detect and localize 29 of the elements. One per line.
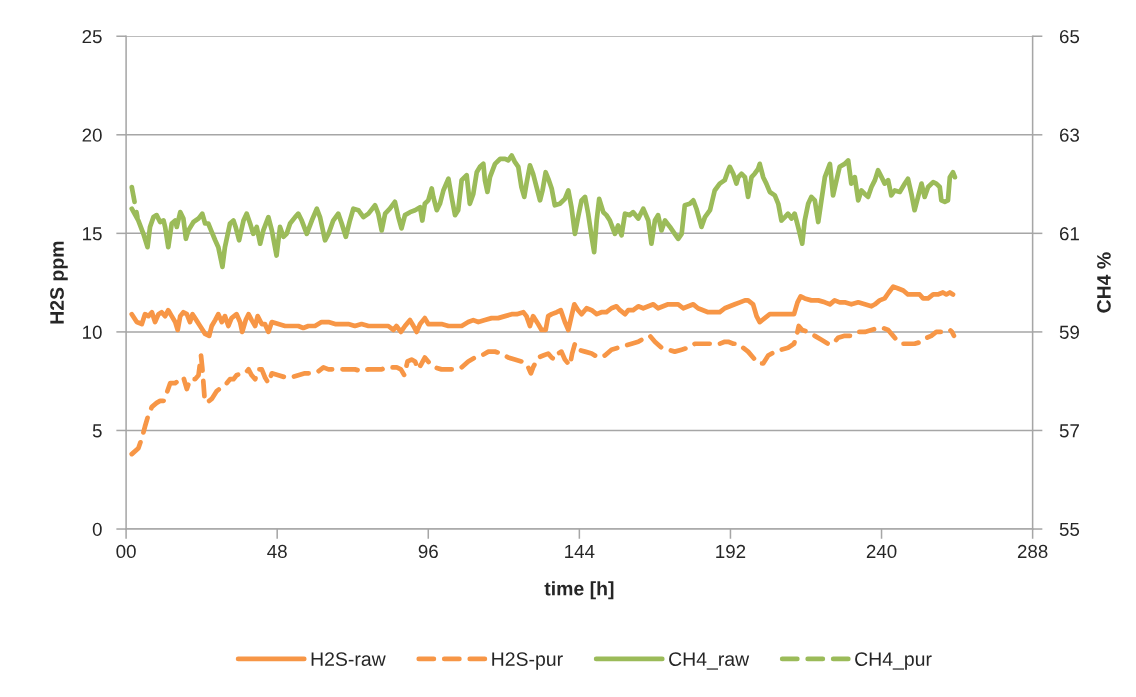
y-axis-title: H2S ppm	[50, 241, 68, 324]
legend-label: CH4_pur	[855, 652, 932, 670]
y-tick-label: 15	[83, 227, 102, 241]
line-series	[129, 323, 957, 457]
x-tick-label: 192	[716, 544, 746, 559]
y2-tick-label: 59	[1059, 325, 1079, 339]
line-series	[129, 284, 956, 339]
y-tick-label: 25	[82, 29, 102, 44]
y2-axis-title: CH4 %	[1097, 252, 1111, 313]
y-tick-label: 5	[92, 424, 102, 438]
y-tick-label: 20	[82, 128, 102, 142]
y-tick-label: 10	[83, 325, 102, 339]
line-series	[129, 153, 958, 270]
y2-tick-label: 57	[1059, 424, 1079, 438]
x-tick-label: 288	[1017, 544, 1048, 559]
legend-label: H2S-raw	[311, 652, 386, 666]
y2-tick-label: 55	[1059, 522, 1080, 536]
x-tick-label: 00	[116, 544, 136, 559]
legend-label: H2S-pur	[492, 652, 563, 670]
y2-tick-label: 63	[1059, 128, 1080, 142]
x-tick-label: 144	[565, 544, 595, 558]
x-axis-title: time [h]	[544, 581, 614, 600]
x-tick-label: 240	[866, 544, 897, 559]
x-tick-label: 96	[418, 544, 438, 559]
legend-label: CH4_raw	[669, 652, 750, 670]
y2-tick-label: 65	[1059, 29, 1080, 44]
x-tick-label: 48	[267, 544, 287, 559]
y2-tick-label: 61	[1059, 227, 1079, 241]
y-tick-label: 0	[92, 522, 102, 536]
